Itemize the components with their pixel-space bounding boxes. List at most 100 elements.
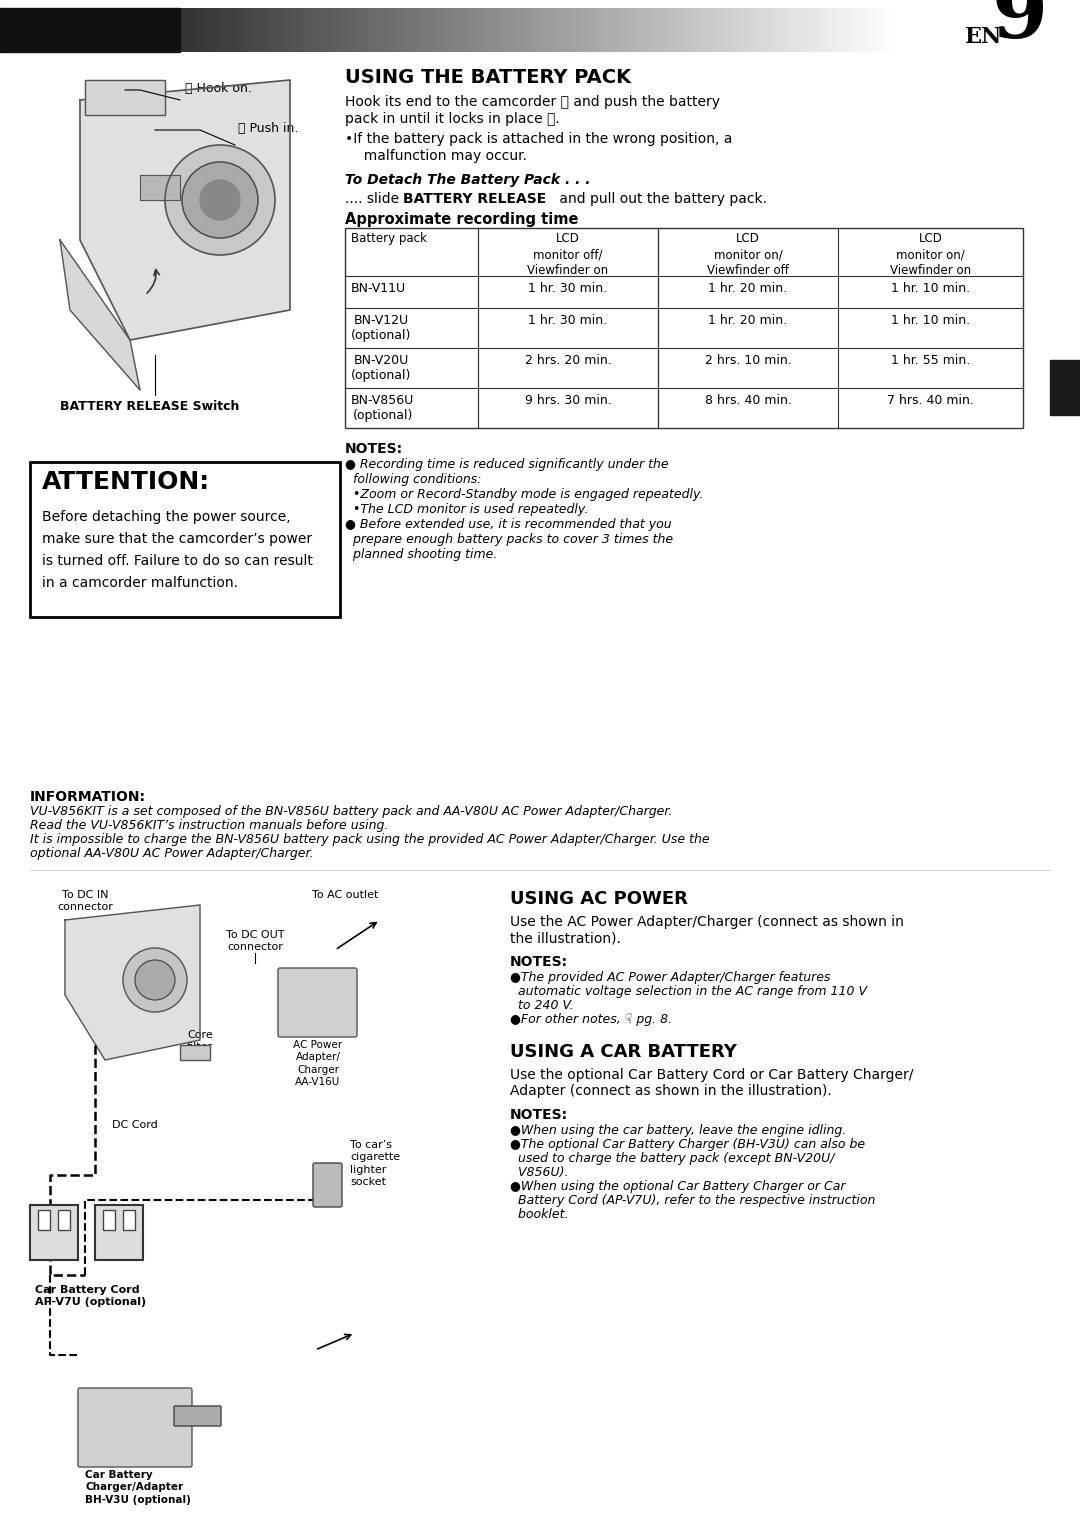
Text: 8 hrs. 40 min.: 8 hrs. 40 min. [704,394,792,406]
Text: 1 hr. 55 min.: 1 hr. 55 min. [891,354,970,366]
Text: and pull out the battery pack.: and pull out the battery pack. [555,192,767,205]
Text: prepare enough battery packs to cover 3 times the: prepare enough battery packs to cover 3 … [345,533,673,546]
Text: planned shooting time.: planned shooting time. [345,547,498,561]
Text: USING THE BATTERY PACK: USING THE BATTERY PACK [345,67,631,87]
Text: 2 hrs. 10 min.: 2 hrs. 10 min. [704,354,792,366]
Text: To DC OUT
connector: To DC OUT connector [226,931,284,952]
Bar [345,228,1023,428]
Text: automatic voltage selection in the AC range from 110 V: automatic voltage selection in the AC ra… [510,986,867,998]
Text: Use the optional Car Battery Cord or Car Battery Charger/: Use the optional Car Battery Cord or Car… [510,1069,914,1082]
Text: ●The provided AC Power Adapter/Charger features: ●The provided AC Power Adapter/Charger f… [510,970,831,984]
Text: to 240 V.: to 240 V. [510,1000,573,1012]
Text: V856U).: V856U). [510,1167,568,1179]
Text: BN-V12U
(optional): BN-V12U (optional) [351,314,411,342]
Text: To AC outlet: To AC outlet [312,891,378,900]
Text: BN-V856U
(optional): BN-V856U (optional) [351,394,415,422]
Bar [140,175,180,199]
Circle shape [135,960,175,1000]
Text: INFORMATION:: INFORMATION: [30,789,146,803]
Text: malfunction may occur.: malfunction may occur. [355,149,527,162]
Text: •If the battery pack is attached in the wrong position, a: •If the battery pack is attached in the … [345,132,732,146]
Circle shape [183,162,258,238]
FancyBboxPatch shape [278,967,357,1036]
Text: NOTES:: NOTES: [345,442,403,455]
Text: Ⓑ Push in.: Ⓑ Push in. [238,123,298,135]
Text: It is impossible to charge the BN-V856U battery pack using the provided AC Power: It is impossible to charge the BN-V856U … [30,832,710,846]
Bar [180,1046,210,1059]
Bar [85,80,165,115]
Text: 1 hr. 10 min.: 1 hr. 10 min. [891,282,970,294]
Bar [95,1205,143,1260]
Text: Read the VU-V856KIT’s instruction manuals before using.: Read the VU-V856KIT’s instruction manual… [30,819,389,832]
Text: DC Cord: DC Cord [112,1121,158,1130]
Bar [58,1210,70,1229]
Text: ● Before extended use, it is recommended that you: ● Before extended use, it is recommended… [345,518,672,530]
Polygon shape [65,904,200,1059]
Bar [38,1210,50,1229]
Text: .... slide: .... slide [345,192,404,205]
Text: •The LCD monitor is used repeatedly.: •The LCD monitor is used repeatedly. [345,503,589,517]
Text: LCD
monitor on/
Viewfinder on: LCD monitor on/ Viewfinder on [890,231,971,277]
Bar [0,8,180,52]
Text: To Detach The Battery Pack . . .: To Detach The Battery Pack . . . [345,173,591,187]
Text: ● Recording time is reduced significantly under the: ● Recording time is reduced significantl… [345,458,669,471]
Text: •Zoom or Record-Standby mode is engaged repeatedly.: •Zoom or Record-Standby mode is engaged … [345,487,703,501]
Text: optional AA-V80U AC Power Adapter/Charger.: optional AA-V80U AC Power Adapter/Charge… [30,848,313,860]
Bar [30,461,340,616]
Text: Battery Cord (AP-V7U), refer to the respective instruction: Battery Cord (AP-V7U), refer to the resp… [510,1194,876,1206]
Text: BN-V20U
(optional): BN-V20U (optional) [351,354,411,382]
Text: is turned off. Failure to do so can result: is turned off. Failure to do so can resu… [42,553,313,569]
Text: NOTES:: NOTES: [510,1108,568,1122]
Text: the illustration).: the illustration). [510,931,621,944]
Bar [85,80,165,115]
Bar [123,1210,135,1229]
Text: BATTERY RELEASE: BATTERY RELEASE [403,192,546,205]
Bar [30,1205,78,1260]
Text: To car’s
cigarette
lighter
socket: To car’s cigarette lighter socket [350,1141,400,1187]
Bar [103,1210,114,1229]
Circle shape [123,947,187,1012]
Text: BN-V11U: BN-V11U [351,282,406,294]
Text: booklet.: booklet. [510,1208,568,1220]
Text: Approximate recording time: Approximate recording time [345,212,579,227]
Text: ATTENTION:: ATTENTION: [42,471,211,494]
Text: Before detaching the power source,: Before detaching the power source, [42,510,291,524]
Text: 1 hr. 30 min.: 1 hr. 30 min. [528,314,608,327]
Text: Car Battery Cord
AP-V7U (optional): Car Battery Cord AP-V7U (optional) [35,1285,146,1308]
Text: make sure that the camcorder’s power: make sure that the camcorder’s power [42,532,312,546]
Text: VU-V856KIT is a set composed of the BN-V856U battery pack and AA-V80U AC Power A: VU-V856KIT is a set composed of the BN-V… [30,805,673,819]
Circle shape [165,146,275,254]
Text: pack in until it locks in place Ⓑ.: pack in until it locks in place Ⓑ. [345,112,559,126]
Text: Core
filter: Core filter [187,1030,213,1052]
Text: LCD
monitor on/
Viewfinder off: LCD monitor on/ Viewfinder off [707,231,788,277]
Text: USING A CAR BATTERY: USING A CAR BATTERY [510,1042,737,1061]
Text: 1 hr. 10 min.: 1 hr. 10 min. [891,314,970,327]
Bar [140,175,180,199]
Text: 1 hr. 20 min.: 1 hr. 20 min. [708,282,787,294]
Bar [1050,360,1080,415]
Text: Ⓐ Hook on.: Ⓐ Hook on. [185,81,252,95]
Text: 9: 9 [991,0,1048,55]
Text: Use the AC Power Adapter/Charger (connect as shown in: Use the AC Power Adapter/Charger (connec… [510,915,904,929]
Text: NOTES:: NOTES: [510,955,568,969]
Text: To DC IN
connector: To DC IN connector [57,891,113,912]
Text: BATTERY RELEASE Switch: BATTERY RELEASE Switch [60,400,240,412]
Text: 1 hr. 20 min.: 1 hr. 20 min. [708,314,787,327]
Text: Battery pack: Battery pack [351,231,427,245]
Text: 7 hrs. 40 min.: 7 hrs. 40 min. [887,394,974,406]
Text: ●The optional Car Battery Charger (BH-V3U) can also be: ●The optional Car Battery Charger (BH-V3… [510,1137,865,1151]
FancyBboxPatch shape [174,1406,221,1426]
Text: LCD
monitor off/
Viewfinder on: LCD monitor off/ Viewfinder on [527,231,608,277]
Text: Adapter (connect as shown in the illustration).: Adapter (connect as shown in the illustr… [510,1084,832,1098]
Polygon shape [60,241,140,389]
Text: used to charge the battery pack (except BN-V20U/: used to charge the battery pack (except … [510,1151,835,1165]
FancyBboxPatch shape [313,1164,342,1206]
Text: ●When using the optional Car Battery Charger or Car: ●When using the optional Car Battery Cha… [510,1180,846,1193]
Text: AC Power
Adapter/
Charger
AA-V16U: AC Power Adapter/ Charger AA-V16U [294,1039,342,1087]
Text: ●When using the car battery, leave the engine idling.: ●When using the car battery, leave the e… [510,1124,847,1137]
Text: EN: EN [966,26,1002,48]
Polygon shape [80,80,291,340]
Bar [900,8,1080,52]
Text: following conditions:: following conditions: [345,474,482,486]
Text: ●For other notes, ☟ pg. 8.: ●For other notes, ☟ pg. 8. [510,1013,672,1026]
